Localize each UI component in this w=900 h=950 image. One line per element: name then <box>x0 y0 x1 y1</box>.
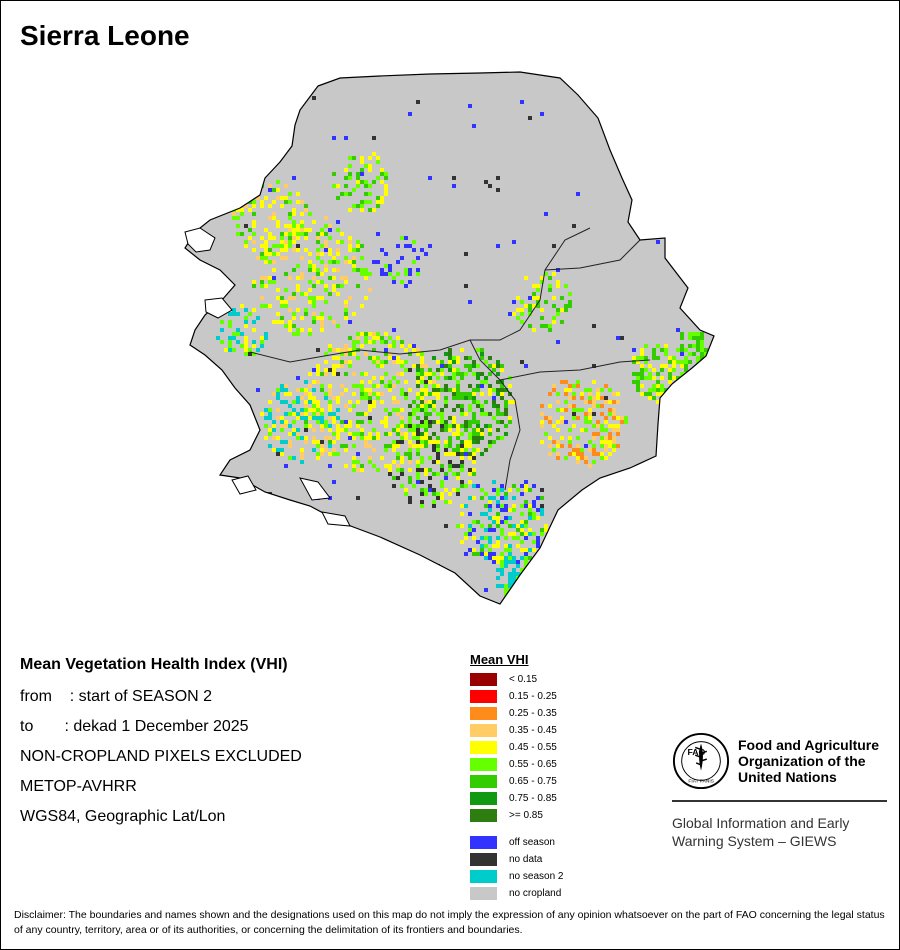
legend-item: 0.65 - 0.75 <box>470 773 610 790</box>
legend-label: no season 2 <box>509 871 564 882</box>
legend-swatch <box>470 707 497 720</box>
exclusion-note: NON-CROPLAND PIXELS EXCLUDED <box>20 748 302 765</box>
legend-label: off season <box>509 837 555 848</box>
legend-title: Mean VHI <box>470 652 529 667</box>
legend-label: 0.25 - 0.35 <box>509 708 557 719</box>
emblem-motto: FIAT PANIS <box>688 778 714 784</box>
legend-item: no season 2 <box>470 868 610 885</box>
page-title: Sierra Leone <box>20 20 190 51</box>
period-to: to : dekad 1 December 2025 <box>20 718 249 735</box>
legend-swatch <box>470 724 497 737</box>
fao-name: Food and Agriculture Organization of the… <box>738 737 880 785</box>
legend-label: no data <box>509 854 543 865</box>
legend-label: 0.55 - 0.65 <box>509 759 557 770</box>
legend-swatch <box>470 792 497 805</box>
map-info: Mean Vegetation Health Index (VHI) from … <box>20 656 302 832</box>
fao-logo-block: FAO FIAT PANIS Food and Agriculture Orga… <box>672 730 890 850</box>
legend-item: no cropland <box>470 885 610 902</box>
legend-swatch <box>470 673 497 686</box>
legend-swatch <box>470 690 497 703</box>
legend-special: off season no data no season 2 no cropland <box>470 834 610 902</box>
legend-swatch <box>470 887 497 900</box>
admin-boundaries <box>249 227 651 491</box>
giews-name: Global Information and Early Warning Sys… <box>672 815 850 849</box>
legend-item: >= 0.85 <box>470 807 610 824</box>
legend-item: 0.15 - 0.25 <box>470 688 610 705</box>
legend-item: off season <box>470 834 610 851</box>
coastal-islands <box>184 227 351 527</box>
legend-swatch <box>470 741 497 754</box>
legend-swatch <box>470 870 497 883</box>
legend-label: 0.45 - 0.55 <box>509 742 557 753</box>
legend: Mean VHI < 0.15 0.15 - 0.25 0.25 - 0.35 0.3… <box>470 652 610 902</box>
legend-item: 0.75 - 0.85 <box>470 790 610 807</box>
emblem-letters: FAO <box>687 747 705 757</box>
legend-item: no data <box>470 851 610 868</box>
fao-emblem-icon: FAO FIAT PANIS <box>672 732 730 790</box>
legend-item: 0.35 - 0.45 <box>470 722 610 739</box>
legend-swatch <box>470 836 497 849</box>
legend-label: 0.35 - 0.45 <box>509 725 557 736</box>
legend-swatch <box>470 758 497 771</box>
projection-name: WGS84, Geographic Lat/Lon <box>20 808 226 825</box>
legend-label: 0.75 - 0.85 <box>509 793 557 804</box>
legend-item: 0.55 - 0.65 <box>470 756 610 773</box>
legend-swatch <box>470 809 497 822</box>
legend-swatch <box>470 853 497 866</box>
index-heading: Mean Vegetation Health Index (VHI) <box>20 656 288 673</box>
legend-label: 0.65 - 0.75 <box>509 776 557 787</box>
vhi-map <box>184 71 715 605</box>
legend-item: < 0.15 <box>470 671 610 688</box>
legend-classes: < 0.15 0.15 - 0.25 0.25 - 0.35 0.35 - 0.45 0… <box>470 671 610 824</box>
sensor-name: METOP-AVHRR <box>20 778 137 795</box>
legend-item: 0.45 - 0.55 <box>470 739 610 756</box>
legend-swatch <box>470 775 497 788</box>
period-from: from : start of SEASON 2 <box>20 688 213 705</box>
disclaimer: Disclaimer: The boundaries and names sho… <box>14 909 885 936</box>
legend-label: < 0.15 <box>509 674 538 685</box>
logo-divider <box>672 800 887 802</box>
legend-label: 0.15 - 0.25 <box>509 691 557 702</box>
legend-item: 0.25 - 0.35 <box>470 705 610 722</box>
legend-label: no cropland <box>509 888 562 899</box>
legend-label: >= 0.85 <box>509 810 543 821</box>
